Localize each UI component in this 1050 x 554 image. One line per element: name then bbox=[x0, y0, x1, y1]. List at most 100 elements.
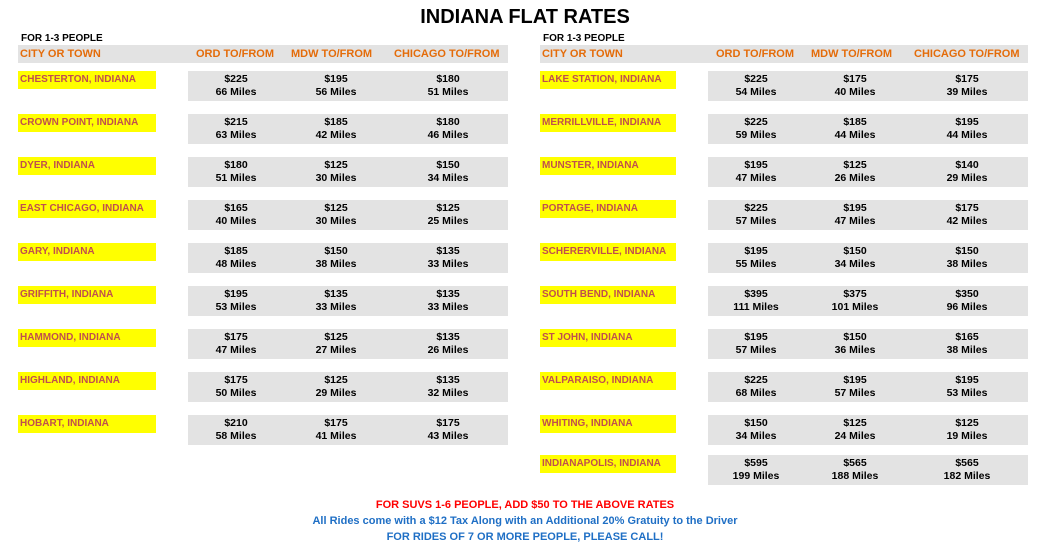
miles-value: 26 Miles bbox=[834, 172, 876, 184]
rate-cell: $175 40 Miles bbox=[810, 73, 900, 99]
price-value: $125 bbox=[324, 202, 348, 214]
city-label: ST JOHN, INDIANA bbox=[540, 329, 676, 347]
miles-value: 41 Miles bbox=[315, 430, 357, 442]
rate-cell: $225 66 Miles bbox=[191, 73, 281, 99]
rate-cell: $350 96 Miles bbox=[922, 288, 1012, 314]
rate-cell: $150 36 Miles bbox=[810, 331, 900, 357]
rate-cell: $125 19 Miles bbox=[922, 417, 1012, 443]
price-value: $195 bbox=[955, 374, 979, 386]
city-label: GRIFFITH, INDIANA bbox=[18, 286, 156, 304]
price-value: $180 bbox=[436, 73, 460, 85]
left-header-chicago: CHICAGO TO/FROM bbox=[394, 48, 500, 60]
miles-value: 38 Miles bbox=[946, 258, 988, 270]
rate-cell: $150 34 Miles bbox=[810, 245, 900, 271]
miles-value: 101 Miles bbox=[831, 301, 879, 313]
miles-value: 43 Miles bbox=[427, 430, 469, 442]
miles-value: 188 Miles bbox=[831, 470, 879, 482]
miles-value: 30 Miles bbox=[315, 215, 357, 227]
city-label: EAST CHICAGO, INDIANA bbox=[18, 200, 156, 218]
miles-value: 47 Miles bbox=[735, 172, 777, 184]
price-value: $175 bbox=[843, 73, 867, 85]
miles-value: 29 Miles bbox=[315, 387, 357, 399]
city-label: VALPARAISO, INDIANA bbox=[540, 372, 676, 390]
price-value: $595 bbox=[744, 457, 768, 469]
price-value: $175 bbox=[955, 202, 979, 214]
miles-value: 54 Miles bbox=[735, 86, 777, 98]
rate-row: $225 59 Miles $185 44 Miles $195 44 Miles bbox=[708, 114, 1028, 144]
city-label: CHESTERTON, INDIANA bbox=[18, 71, 156, 89]
price-value: $195 bbox=[224, 288, 248, 300]
city-label: MUNSTER, INDIANA bbox=[540, 157, 676, 175]
rate-cell: $185 44 Miles bbox=[810, 116, 900, 142]
miles-value: 58 Miles bbox=[215, 430, 257, 442]
miles-value: 27 Miles bbox=[315, 344, 357, 356]
rate-cell: $175 41 Miles bbox=[291, 417, 381, 443]
miles-value: 33 Miles bbox=[427, 258, 469, 270]
price-value: $150 bbox=[744, 417, 768, 429]
rate-row: $175 50 Miles $125 29 Miles $135 32 Miles bbox=[188, 372, 508, 402]
miles-value: 50 Miles bbox=[215, 387, 257, 399]
miles-value: 66 Miles bbox=[215, 86, 257, 98]
price-value: $135 bbox=[436, 331, 460, 343]
miles-value: 46 Miles bbox=[427, 129, 469, 141]
right-header-city: CITY OR TOWN bbox=[542, 48, 623, 60]
price-value: $195 bbox=[955, 116, 979, 128]
rate-row: $195 57 Miles $150 36 Miles $165 38 Miles bbox=[708, 329, 1028, 359]
price-value: $395 bbox=[744, 288, 768, 300]
price-value: $150 bbox=[843, 331, 867, 343]
miles-value: 44 Miles bbox=[946, 129, 988, 141]
price-value: $150 bbox=[436, 159, 460, 171]
price-value: $195 bbox=[843, 374, 867, 386]
right-header-ord: ORD TO/FROM bbox=[716, 48, 795, 60]
city-label: HOBART, INDIANA bbox=[18, 415, 156, 433]
rate-cell: $125 30 Miles bbox=[291, 159, 381, 185]
right-subtitle: FOR 1-3 PEOPLE bbox=[543, 33, 625, 44]
price-value: $135 bbox=[436, 245, 460, 257]
rate-cell: $125 26 Miles bbox=[810, 159, 900, 185]
rate-cell: $180 46 Miles bbox=[403, 116, 493, 142]
price-value: $210 bbox=[224, 417, 248, 429]
rate-cell: $135 26 Miles bbox=[403, 331, 493, 357]
left-header-mdw: MDW TO/FROM bbox=[291, 48, 373, 60]
rate-row: $150 34 Miles $125 24 Miles $125 19 Miles bbox=[708, 415, 1028, 445]
miles-value: 199 Miles bbox=[732, 470, 780, 482]
rate-cell: $165 40 Miles bbox=[191, 202, 281, 228]
price-value: $135 bbox=[324, 288, 348, 300]
price-value: $225 bbox=[744, 374, 768, 386]
miles-value: 25 Miles bbox=[427, 215, 469, 227]
miles-value: 30 Miles bbox=[315, 172, 357, 184]
miles-value: 38 Miles bbox=[315, 258, 357, 270]
rate-row: $180 51 Miles $125 30 Miles $150 34 Miles bbox=[188, 157, 508, 187]
city-label: HIGHLAND, INDIANA bbox=[18, 372, 156, 390]
miles-value: 19 Miles bbox=[946, 430, 988, 442]
price-value: $180 bbox=[436, 116, 460, 128]
price-value: $135 bbox=[436, 374, 460, 386]
price-value: $195 bbox=[744, 245, 768, 257]
price-value: $195 bbox=[843, 202, 867, 214]
rate-cell: $195 55 Miles bbox=[711, 245, 801, 271]
rate-cell: $195 53 Miles bbox=[922, 374, 1012, 400]
price-value: $195 bbox=[744, 331, 768, 343]
price-value: $125 bbox=[324, 159, 348, 171]
price-value: $565 bbox=[955, 457, 979, 469]
miles-value: 68 Miles bbox=[735, 387, 777, 399]
city-label: GARY, INDIANA bbox=[18, 243, 156, 261]
miles-value: 29 Miles bbox=[946, 172, 988, 184]
rate-cell: $135 32 Miles bbox=[403, 374, 493, 400]
rate-cell: $195 53 Miles bbox=[191, 288, 281, 314]
price-value: $150 bbox=[843, 245, 867, 257]
miles-value: 57 Miles bbox=[735, 215, 777, 227]
price-value: $175 bbox=[436, 417, 460, 429]
rate-cell: $150 34 Miles bbox=[711, 417, 801, 443]
rate-cell: $150 34 Miles bbox=[403, 159, 493, 185]
miles-value: 53 Miles bbox=[946, 387, 988, 399]
price-value: $180 bbox=[224, 159, 248, 171]
miles-value: 24 Miles bbox=[834, 430, 876, 442]
price-value: $225 bbox=[224, 73, 248, 85]
rate-cell: $395 111 Miles bbox=[711, 288, 801, 314]
price-value: $375 bbox=[843, 288, 867, 300]
city-label: MERRILLVILLE, INDIANA bbox=[540, 114, 676, 132]
miles-value: 42 Miles bbox=[315, 129, 357, 141]
rate-cell: $195 44 Miles bbox=[922, 116, 1012, 142]
rate-cell: $180 51 Miles bbox=[403, 73, 493, 99]
